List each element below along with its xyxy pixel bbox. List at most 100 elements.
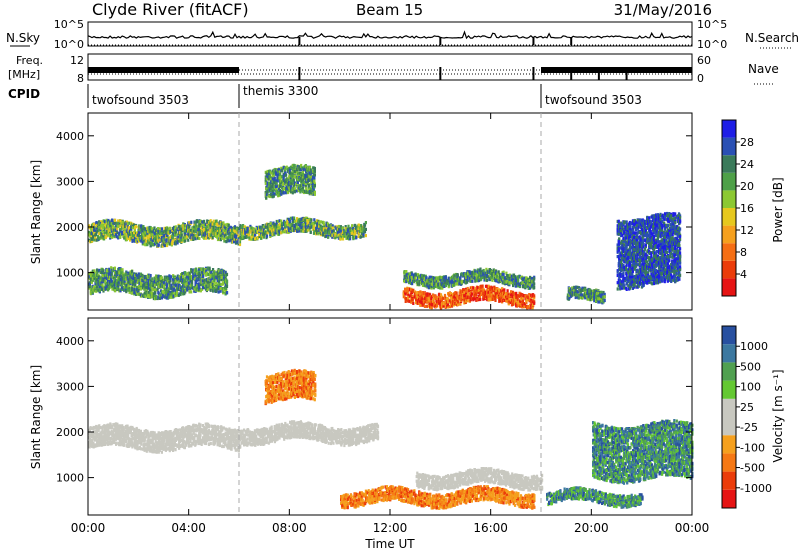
nave-tick-bottom: 0 <box>697 72 704 85</box>
scatter-cell <box>346 227 349 231</box>
scatter-cell <box>100 235 103 239</box>
scatter-cell <box>154 283 157 287</box>
scatter-cell <box>147 294 150 298</box>
scatter-cell <box>357 231 360 235</box>
scatter-cell <box>175 293 179 297</box>
scatter-cell <box>110 266 113 270</box>
scatter-cell <box>166 275 169 279</box>
scatter-cell <box>149 292 152 296</box>
scatter-cell <box>221 287 224 291</box>
scatter-cell <box>145 291 148 296</box>
scatter-cell <box>216 274 219 278</box>
scatter-cell <box>103 278 106 282</box>
scatter-cell <box>223 225 226 229</box>
scatter-cell <box>97 282 100 286</box>
scatter-cell <box>184 238 187 243</box>
scatter-cell <box>266 190 269 194</box>
scatter-cell <box>416 300 419 304</box>
scatter-cell <box>210 275 213 279</box>
scatter-cell <box>103 222 107 226</box>
scatter-cell <box>340 232 343 236</box>
scatter-cell <box>309 168 312 172</box>
scatter-cell <box>405 297 408 301</box>
scatter-cell <box>144 274 147 279</box>
scatter-cell <box>439 275 442 279</box>
scatter-cell <box>207 273 210 277</box>
scatter-cell <box>199 219 202 223</box>
scatter-cell <box>266 231 269 235</box>
scatter-cell <box>313 218 316 222</box>
scatter-cell <box>486 298 489 302</box>
scatter-cell <box>518 291 521 295</box>
scatter-cell <box>260 228 263 232</box>
scatter-cell <box>95 230 98 234</box>
scatter-cell <box>128 221 131 225</box>
scatter-cell <box>528 293 531 297</box>
scatter-cell <box>486 292 489 297</box>
scatter-cell <box>196 284 199 288</box>
scatter-cell <box>426 279 429 283</box>
scatter-cell <box>300 225 303 229</box>
scatter-cell <box>272 228 275 232</box>
scatter-cell <box>131 239 135 243</box>
scatter-cell <box>268 181 271 186</box>
scatter-cell <box>119 228 122 232</box>
scatter-cell <box>324 234 327 239</box>
scatter-cell <box>194 236 197 240</box>
scatter-cell <box>426 292 429 296</box>
scatter-cell <box>109 229 112 233</box>
scatter-cell <box>116 287 119 291</box>
scatter-cell <box>131 269 134 274</box>
scatter-cell <box>275 222 278 226</box>
scatter-cell <box>238 242 242 247</box>
scatter-cell <box>355 235 358 239</box>
scatter-cell <box>278 229 281 233</box>
scatter-cell <box>196 271 199 276</box>
scatter-cell <box>314 220 317 224</box>
scatter-cell <box>111 269 114 273</box>
scatter-cell <box>313 173 316 177</box>
scatter-cell <box>463 293 466 297</box>
scatter-cell <box>179 288 182 292</box>
scatter-cell <box>114 270 117 275</box>
scatter-cell <box>479 297 482 301</box>
scatter-cell <box>98 268 101 272</box>
scatter-cell <box>430 277 433 281</box>
scatter-cell <box>280 225 284 229</box>
scatter-cell <box>473 291 476 295</box>
scatter-cell <box>95 238 98 242</box>
scatter-cell <box>402 295 405 299</box>
scatter-cell <box>96 235 100 239</box>
scatter-cell <box>216 231 220 235</box>
scatter-cell <box>295 189 299 193</box>
scatter-cell <box>452 299 455 304</box>
scatter-cell <box>132 276 135 280</box>
scatter-cell <box>132 233 136 237</box>
scatter-cell <box>96 288 99 292</box>
scatter-cell <box>279 172 282 177</box>
scatter-cell <box>285 165 288 169</box>
scatter-cell <box>302 223 305 227</box>
scatter-cell <box>211 222 214 226</box>
scatter-cell <box>236 227 239 231</box>
scatter-cell <box>151 295 154 299</box>
scatter-cell <box>177 225 180 229</box>
scatter-cell <box>291 222 294 226</box>
scatter-cell <box>211 276 214 280</box>
scatter-cell <box>363 223 367 227</box>
scatter-cell <box>355 225 358 229</box>
scatter-cell <box>149 282 152 287</box>
scatter-cell <box>147 228 150 232</box>
scatter-cell <box>341 227 345 231</box>
scatter-cell <box>112 282 115 286</box>
scatter-cell <box>151 288 154 292</box>
scatter-cell <box>174 294 177 298</box>
scatter-cell <box>300 176 303 180</box>
scatter-cell <box>88 282 91 286</box>
scatter-cell <box>281 230 284 234</box>
scatter-cell <box>225 291 229 295</box>
scatter-cell <box>281 184 284 188</box>
scatter-cell <box>94 235 97 239</box>
scatter-cell <box>288 228 291 233</box>
scatter-cell <box>144 279 147 283</box>
